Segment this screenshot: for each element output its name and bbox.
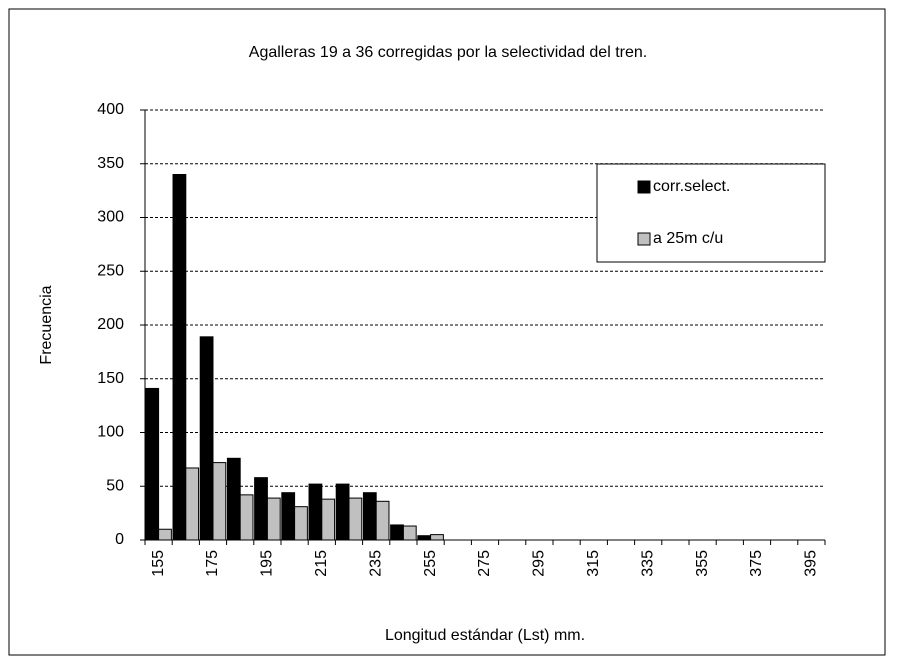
bar (239, 494, 254, 541)
y-tick-label: 50 (106, 477, 124, 494)
bar (375, 500, 390, 541)
bar (145, 387, 160, 541)
x-tick-label: 295 (531, 550, 548, 577)
bar (335, 483, 350, 541)
y-tick-label: 200 (97, 316, 124, 333)
bar (348, 497, 363, 541)
chart-frame (8, 8, 886, 656)
legend-label: corr.select. (653, 178, 730, 195)
bar (158, 528, 172, 541)
y-tick-label: 300 (97, 209, 124, 226)
x-tick-label: 215 (313, 550, 330, 577)
x-tick-label: 235 (367, 550, 384, 577)
bar (390, 524, 404, 541)
bar (226, 457, 241, 541)
y-tick-label: 0 (115, 531, 124, 548)
bar (172, 174, 187, 541)
legend-box (596, 163, 826, 263)
bar (308, 483, 323, 541)
bar (402, 525, 417, 541)
x-axis-title: Longitud estándar (Lst) mm. (385, 627, 585, 644)
y-tick-label: 350 (97, 155, 124, 172)
x-tick-label: 355 (694, 550, 711, 577)
bar (294, 506, 308, 541)
y-axis-title: Frecuencia (38, 285, 55, 364)
legend-swatch (637, 232, 651, 246)
bar (417, 535, 432, 541)
bar (254, 477, 268, 541)
y-tick-label: 100 (97, 424, 124, 441)
bar (212, 462, 227, 541)
bar (199, 336, 214, 541)
y-tick-label: 150 (97, 370, 124, 387)
bar (266, 497, 281, 541)
legend-swatch (637, 180, 651, 194)
bar (362, 492, 377, 541)
y-tick-label: 400 (97, 101, 124, 118)
bar (430, 534, 444, 541)
x-tick-label: 375 (748, 550, 765, 577)
x-tick-label: 155 (150, 550, 167, 577)
legend-label: a 25m c/u (653, 230, 723, 247)
bar (281, 492, 296, 541)
x-tick-label: 175 (204, 550, 221, 577)
x-tick-label: 335 (639, 550, 656, 577)
x-tick-label: 315 (585, 550, 602, 577)
x-tick-label: 195 (259, 550, 276, 577)
chart-title: Agalleras 19 a 36 corregidas por la sele… (249, 44, 647, 61)
x-tick-label: 255 (422, 550, 439, 577)
bar (321, 498, 336, 541)
bar (185, 467, 200, 541)
x-tick-label: 275 (476, 550, 493, 577)
x-tick-label: 395 (803, 550, 820, 577)
y-tick-label: 250 (97, 262, 124, 279)
